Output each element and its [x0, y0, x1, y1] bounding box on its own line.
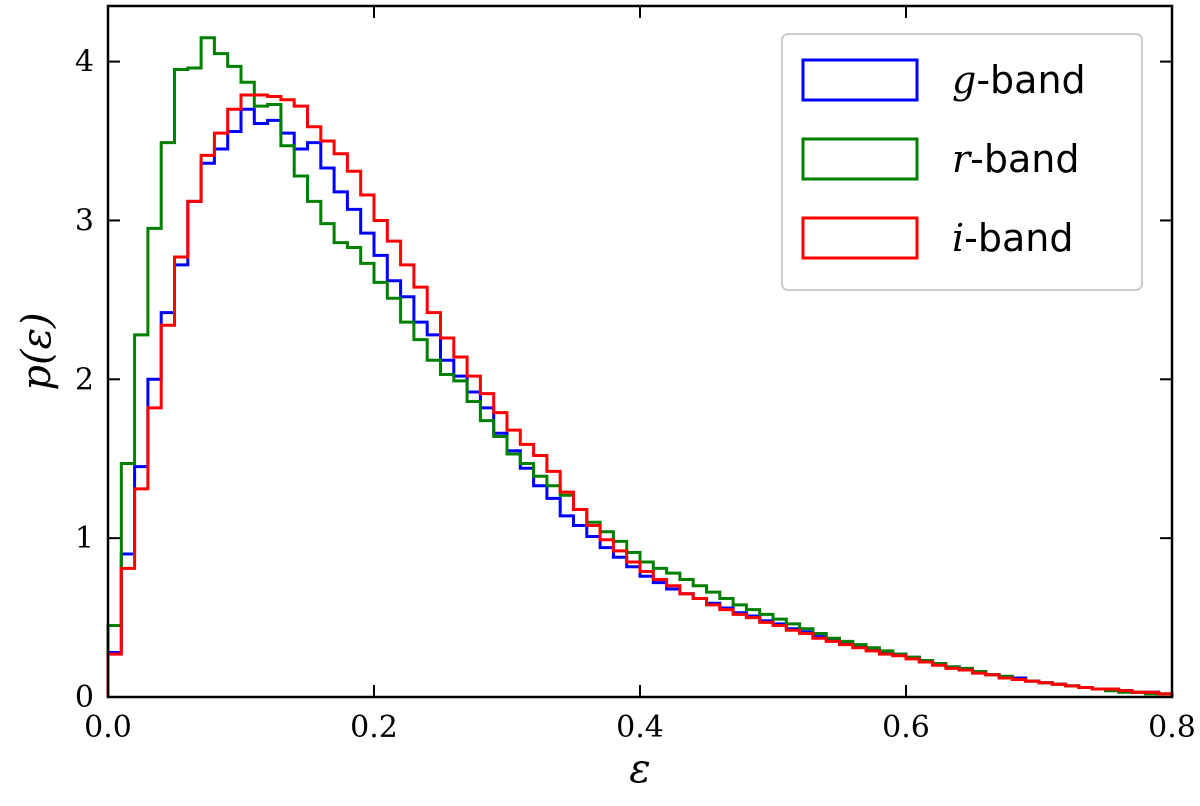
legend-label-r-band: r-band — [952, 137, 1080, 181]
legend-swatch-g-band — [801, 58, 919, 102]
series-i-band-step — [106, 93, 1174, 697]
y-tick-label: 0 — [75, 680, 94, 715]
x-axis-label: ε — [629, 746, 650, 792]
x-tick-label: 0.6 — [882, 710, 930, 745]
legend-label-g-band: g-band — [952, 58, 1086, 102]
x-tick-label: 0.4 — [616, 710, 664, 745]
y-tick-label: 2 — [75, 362, 94, 397]
x-tick-label: 0.0 — [84, 710, 132, 745]
y-tick-label: 3 — [75, 203, 94, 238]
x-tick-label: 0.2 — [350, 710, 398, 745]
legend-swatch-i-band — [801, 216, 919, 260]
legend-label-i-band: i-band — [952, 216, 1073, 260]
y-tick-label: 1 — [75, 521, 94, 556]
x-tick-label: 0.8 — [1148, 710, 1196, 745]
y-axis-label: p(ε) — [14, 312, 60, 390]
axis-tick-labels: 0.0 0.2 0.4 0.6 0.8 0 1 2 3 4 — [75, 45, 1196, 745]
legend-box — [781, 33, 1143, 291]
legend: g-band r-band i-band — [781, 33, 1143, 291]
legend-swatch-r-band — [801, 137, 919, 181]
axis-ticks — [107, 6, 1173, 698]
y-tick-label: 4 — [75, 45, 94, 80]
histogram-steps — [106, 36, 1174, 697]
